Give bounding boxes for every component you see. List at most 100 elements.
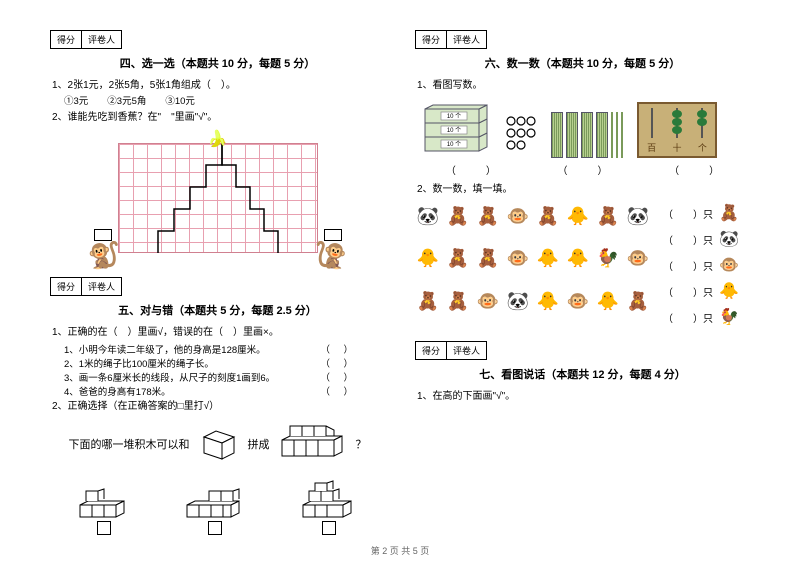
grader-label: 评卷人 [82,277,122,296]
duck-icon: 🐥 [565,203,591,229]
monkey-icon: 🐵 [625,246,651,272]
stick-single-icon [611,112,613,158]
tf-text: 2、1米的绳子比100厘米的绳子长。 [64,356,214,370]
answer-blank[interactable]: （ ） [415,162,527,177]
count-line-rooster: （ ）只 🐓 [663,307,750,327]
bear-icon: 🧸 [445,203,471,229]
duck-icon: 🐥 [719,281,739,301]
banana-race-figure: 🍌 🐒 🐒 [88,131,348,271]
monkey-right-icon: 🐒 [315,240,347,271]
answer-blank[interactable]: （ ） [527,162,639,177]
q4-1-options: ①3元 ②3元5角 ③10元 [64,95,385,109]
option-box[interactable] [208,521,222,535]
tf-text: 4、爸爸的身高有178米。 [64,384,171,398]
duck-icon: 🐥 [535,246,561,272]
count-line-panda: （ ）只🐼 [663,229,750,249]
q5-2: 2、正确选择（在正确答案的□里打√） [52,400,385,414]
box-label: 10 个 [447,141,461,148]
count-blank[interactable]: （ ）只 [663,310,713,325]
score-box-4: 得分 评卷人 [50,30,385,49]
abacus-label-one: 个 [698,141,707,154]
tf-line-3: 3、画一条6厘米长的线段，从尺子的刻度1画到6。 （ ） [64,370,385,384]
bear-icon: 🧸 [719,203,739,223]
q4-2: 2、谁能先吃到香蕉？在" "里画"√"。 [52,111,385,125]
tf-line-2: 2、1米的绳子比100厘米的绳子长。 （ ） [64,356,385,370]
count-blank[interactable]: （ ）只 [663,284,713,299]
left-column: 得分 评卷人 四、选一选（本题共 10 分，每题 5 分） 1、2张1元，2张5… [50,30,385,565]
answer-blank[interactable]: （ ） [638,162,750,177]
bead-icon [672,118,682,126]
count-blank[interactable]: （ ）只 [663,206,713,221]
section-6-title: 六、数一数（本题共 10 分，每题 5 分） [415,55,750,71]
rooster-icon: 🐓 [595,246,621,272]
count-line-bear: （ ）只 🧸 [663,203,750,223]
score-label: 得分 [415,341,447,360]
score-box-5: 得分 评卷人 [50,277,385,296]
count-blank[interactable]: （ ）只 [663,258,713,273]
abacus-col-one [701,108,703,138]
panda-icon: 🐼 [415,203,441,229]
answer-paren[interactable]: （ ） [320,370,355,384]
bear-icon: 🧸 [445,288,471,314]
answer-paren[interactable]: （ ） [320,342,355,356]
tf-line-1: 1、小明今年读二年级了，他的身高是128厘米。 （ ） [64,342,385,356]
panda-icon: 🐼 [625,203,651,229]
q4-1: 1、2张1元，2张5角，5张1角组成（ ）。 [52,79,385,93]
page-footer: 第 2 页 共 5 页 [0,544,800,557]
q5-1: 1、正确的在（ ）里画√，错误的在（ ）里画×。 [52,326,385,340]
bead-icon [697,110,707,118]
option-box[interactable] [97,521,111,535]
score-label: 得分 [50,277,82,296]
abacus-col-hundred [651,108,653,138]
block-q-text-a: 下面的哪一堆积木可以和 [69,436,190,452]
block-option-1[interactable] [76,479,132,535]
answer-box-left[interactable] [94,229,112,241]
option-box[interactable] [322,521,336,535]
monkey-left-icon: 🐒 [88,240,120,271]
answer-box-right[interactable] [324,229,342,241]
tf-text: 1、小明今年读二年级了，他的身高是128厘米。 [64,342,266,356]
section-7-title: 七、看图说话（本题共 12 分，每题 4 分） [415,366,750,382]
bead-icon [672,110,682,118]
q6-1: 1、看图写数。 [417,79,750,93]
monkey-icon: 🐵 [505,246,531,272]
answer-paren[interactable]: （ ） [320,384,355,398]
monkey-icon: 🐵 [565,288,591,314]
box-label: 10 个 [447,127,461,134]
duck-icon: 🐥 [415,246,441,272]
panda-icon: 🐼 [505,288,531,314]
box-label: 10 个 [447,113,461,120]
staircase [148,143,288,253]
block-question: 下面的哪一堆积木可以和 拼成 ？ [50,422,385,465]
tf-text: 3、画一条6厘米长的线段，从尺子的刻度1画到6。 [64,370,275,384]
tf-line-4: 4、爸爸的身高有178米。 （ ） [64,384,385,398]
monkey-icon: 🐵 [719,255,739,275]
bear-icon: 🧸 [445,246,471,272]
circles-group [505,115,537,158]
duck-icon: 🐥 [535,288,561,314]
count-figures: 10 个 10 个 10 个 [421,99,750,158]
monkey-icon: 🐵 [475,288,501,314]
score-box-6: 得分 评卷人 [415,30,750,49]
grader-label: 评卷人 [82,30,122,49]
score-box-7: 得分 评卷人 [415,341,750,360]
block-option-3[interactable] [299,479,359,535]
stick-single-icon [621,112,623,158]
sticks-group [551,112,623,158]
grader-label: 评卷人 [447,341,487,360]
bear-icon: 🧸 [475,203,501,229]
score-label: 得分 [415,30,447,49]
answer-paren[interactable]: （ ） [320,356,355,370]
stick-bundle-icon [581,112,593,158]
abacus-col-ten [676,108,678,138]
animal-count-list: （ ）只 🧸 （ ）只🐼 （ ）只 🐵 （ ）只 🐥 （ ）只 🐓 [663,203,750,327]
rooster-icon: 🐓 [719,307,739,327]
section-4-title: 四、选一选（本题共 10 分，每题 5 分） [50,55,385,71]
block-q-text-c: ？ [356,436,367,452]
bead-icon [672,126,682,134]
block-option-2[interactable] [183,479,247,535]
bear-icon: 🧸 [415,288,441,314]
count-blank[interactable]: （ ）只 [663,232,713,247]
abacus-label-hundred: 百 [647,141,656,154]
grader-label: 评卷人 [447,30,487,49]
